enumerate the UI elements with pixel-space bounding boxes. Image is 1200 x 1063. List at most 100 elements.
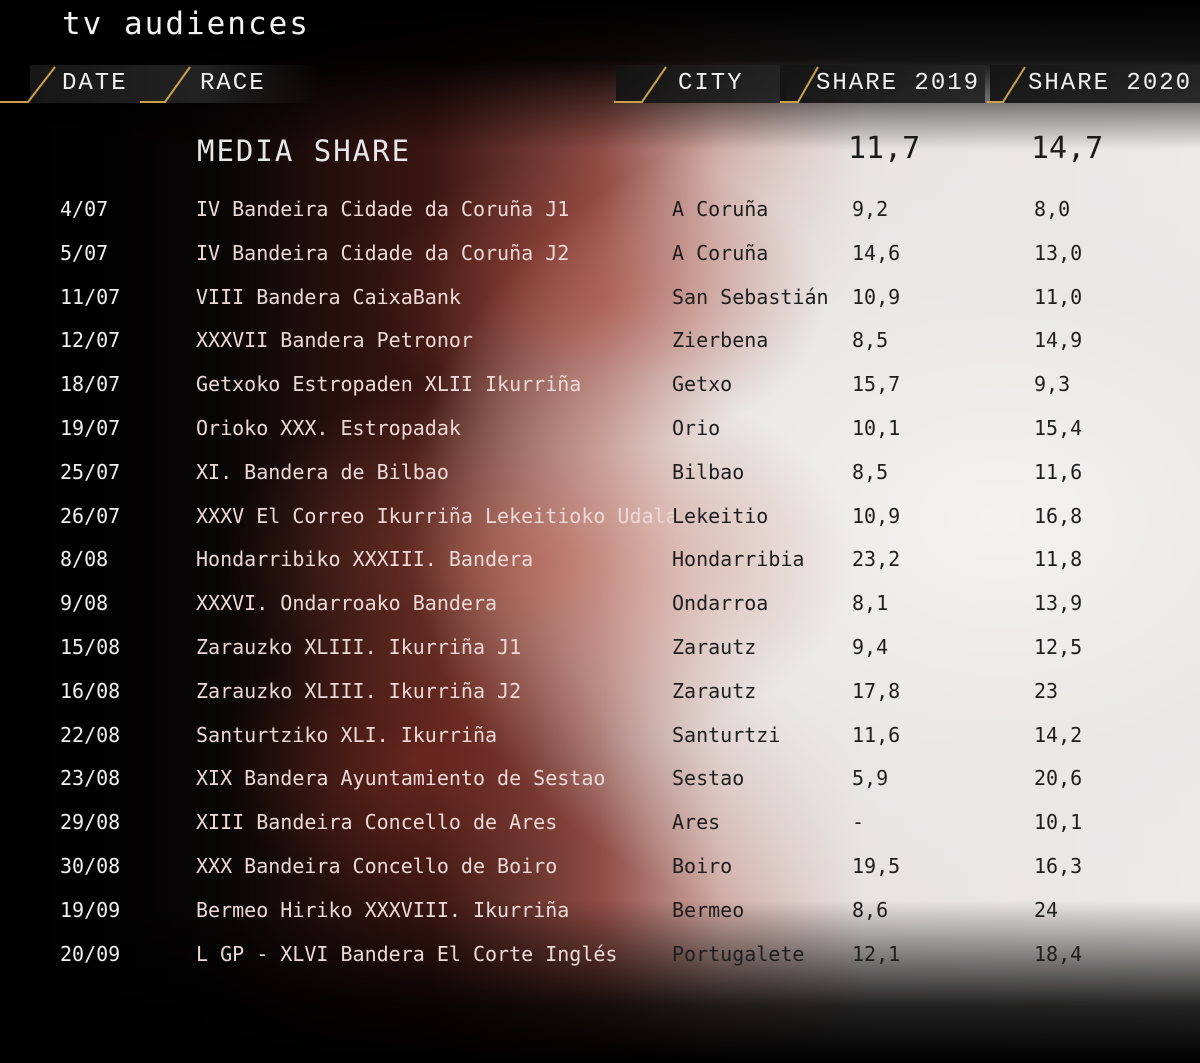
header-accent-icon (780, 66, 819, 103)
row-race: XI. Bandera de Bilbao (196, 459, 449, 484)
row-city: San Sebastián (672, 284, 829, 309)
page-title: tv audiences (62, 6, 310, 42)
row-share-2020: 18,4 (1034, 941, 1083, 966)
row-share-2019: 17,8 (852, 678, 901, 703)
row-share-2020: 15,4 (1034, 416, 1083, 440)
table-row: 29/08 XIII Bandeira Concello de Ares Ares -… (0, 810, 1200, 850)
row-share-2020: 24 (1034, 897, 1059, 922)
row-race: VIII Bandera CaixaBank (196, 284, 461, 309)
row-share-2019: 23,2 (852, 547, 901, 572)
row-date: 15/08 (60, 635, 121, 659)
table-row: 22/08 Santurtziko XLI. Ikurriña Santurtzi 1… (0, 723, 1200, 763)
row-share-2019: 11,6 (852, 722, 901, 747)
row-share-2020: 20,6 (1034, 766, 1083, 791)
table-row: 15/08 Zarauzko XLIII. Ikurriña J1 Zarautz 9… (0, 635, 1200, 675)
row-share-2019: 9,4 (852, 635, 889, 659)
row-race: XXX Bandeira Concello de Boiro (196, 854, 558, 878)
row-share-2020: 13,9 (1034, 591, 1083, 616)
row-share-2019: 10,9 (852, 284, 901, 309)
row-share-2020: 11,0 (1034, 284, 1083, 309)
row-date: 11/07 (60, 284, 121, 309)
row-share-2019: 8,5 (852, 459, 889, 484)
table-row: 18/07 Getxoko Estropaden XLII Ikurriña Get… (0, 372, 1200, 412)
row-city: Hondarribia (672, 547, 805, 572)
row-date: 23/08 (60, 766, 121, 791)
row-race: Bermeo Hiriko XXXVIII. Ikurriña (196, 897, 570, 922)
row-city: Bermeo (672, 897, 745, 922)
row-share-2020: 16,8 (1034, 503, 1083, 528)
row-city: Santurtzi (672, 722, 781, 747)
row-date: 8/08 (60, 547, 109, 572)
table-row: 19/09 Bermeo Hiriko XXXVIII. Ikurriña Berm… (0, 898, 1200, 938)
table-row: 23/08 XIX Bandera Ayuntamiento de Sestao S… (0, 766, 1200, 806)
row-date: 26/07 (60, 503, 121, 528)
row-share-2019: 8,6 (852, 897, 889, 922)
row-date: 25/07 (60, 459, 121, 484)
row-race: Zarauzko XLIII. Ikurriña J2 (196, 678, 522, 703)
header-date[interactable]: DATE (62, 70, 128, 97)
row-city: Boiro (672, 854, 733, 878)
table-row: 26/07 XXXV El Correo Ikurriña Lekeitioko … (0, 504, 1200, 544)
row-share-2019: 10,9 (852, 503, 901, 528)
header-share2020[interactable]: SHARE 2020 (1028, 70, 1193, 97)
row-date: 19/09 (60, 897, 121, 922)
table-row: 9/08 XXXVI. Ondarroako Bandera Ondarroa 8,1… (0, 591, 1200, 631)
row-race: IV Bandeira Cidade da Coruña J2 (196, 240, 570, 265)
row-city: Zierbena (672, 328, 769, 353)
table-row: 8/08 Hondarribiko XXXIII. Bandera Hondarri… (0, 547, 1200, 587)
header-share2019-box: SHARE 2019 (770, 65, 985, 103)
row-race: IV Bandeira Cidade da Coruña J1 (196, 197, 570, 221)
row-date: 30/08 (60, 854, 121, 878)
row-race: XXXV El Correo Ikurriña Lekeitioko Udala (196, 503, 678, 528)
row-share-2020: 12,5 (1034, 635, 1083, 659)
header-city[interactable]: CITY (678, 70, 744, 97)
row-share-2019: 10,1 (852, 416, 901, 440)
header-share2020-box: SHARE 2020 (975, 65, 1200, 103)
table-row: 4/07 IV Bandeira Cidade da Coruña J1 A Cor… (0, 197, 1200, 237)
header-accent-icon (0, 66, 191, 103)
table-row: 11/07 VIII Bandera CaixaBank San Sebastián… (0, 285, 1200, 325)
row-share-2019: 9,2 (852, 197, 889, 221)
row-share-2020: 11,8 (1034, 547, 1083, 572)
row-share-2020: 8,0 (1034, 197, 1071, 221)
row-race: Getxoko Estropaden XLII Ikurriña (196, 372, 582, 397)
row-city: Ares (672, 810, 721, 835)
header-share2019[interactable]: SHARE 2019 (816, 70, 981, 97)
table-row: 30/08 XXX Bandeira Concello de Boiro Boiro… (0, 854, 1200, 894)
row-date: 20/09 (60, 941, 121, 966)
row-share-2019: - (852, 810, 865, 835)
row-race: Zarauzko XLIII. Ikurriña J1 (196, 635, 522, 659)
row-city: Bilbao (672, 459, 745, 484)
row-share-2019: 8,5 (852, 328, 889, 353)
media-share-2020: 14,7 (1031, 131, 1104, 166)
row-city: Zarautz (672, 678, 757, 703)
row-race: Santurtziko XLI. Ikurriña (196, 722, 498, 747)
media-share-label: MEDIA SHARE (197, 134, 412, 168)
row-share-2019: 19,5 (852, 854, 901, 878)
header-race[interactable]: RACE (200, 70, 266, 97)
table-row: 5/07 IV Bandeira Cidade da Coruña J2 A Cor… (0, 241, 1200, 281)
row-date: 22/08 (60, 722, 121, 747)
row-race: Orioko XXX. Estropadak (196, 416, 461, 440)
header-accent-icon (987, 66, 1026, 103)
row-city: Sestao (672, 766, 745, 791)
row-city: Orio (672, 416, 721, 440)
table-row: 25/07 XI. Bandera de Bilbao Bilbao 8,5 11,6 (0, 460, 1200, 500)
header-date-race: DATE RACE (0, 65, 320, 103)
row-city: A Coruña (672, 240, 769, 265)
row-city: A Coruña (672, 197, 769, 221)
header-city-box: CITY (586, 65, 786, 103)
header-accent-icon (614, 66, 667, 103)
row-date: 18/07 (60, 372, 121, 397)
row-race: XXXVI. Ondarroako Bandera (196, 591, 498, 616)
row-date: 4/07 (60, 197, 109, 221)
left-shade (0, 0, 330, 1063)
row-share-2020: 14,9 (1034, 328, 1083, 353)
row-date: 16/08 (60, 678, 121, 703)
row-share-2020: 23 (1034, 678, 1059, 703)
row-share-2020: 10,1 (1034, 810, 1083, 835)
row-share-2019: 14,6 (852, 240, 901, 265)
row-city: Portugalete (672, 941, 805, 966)
row-share-2019: 8,1 (852, 591, 889, 616)
row-race: XXXVII Bandera Petronor (196, 328, 473, 353)
